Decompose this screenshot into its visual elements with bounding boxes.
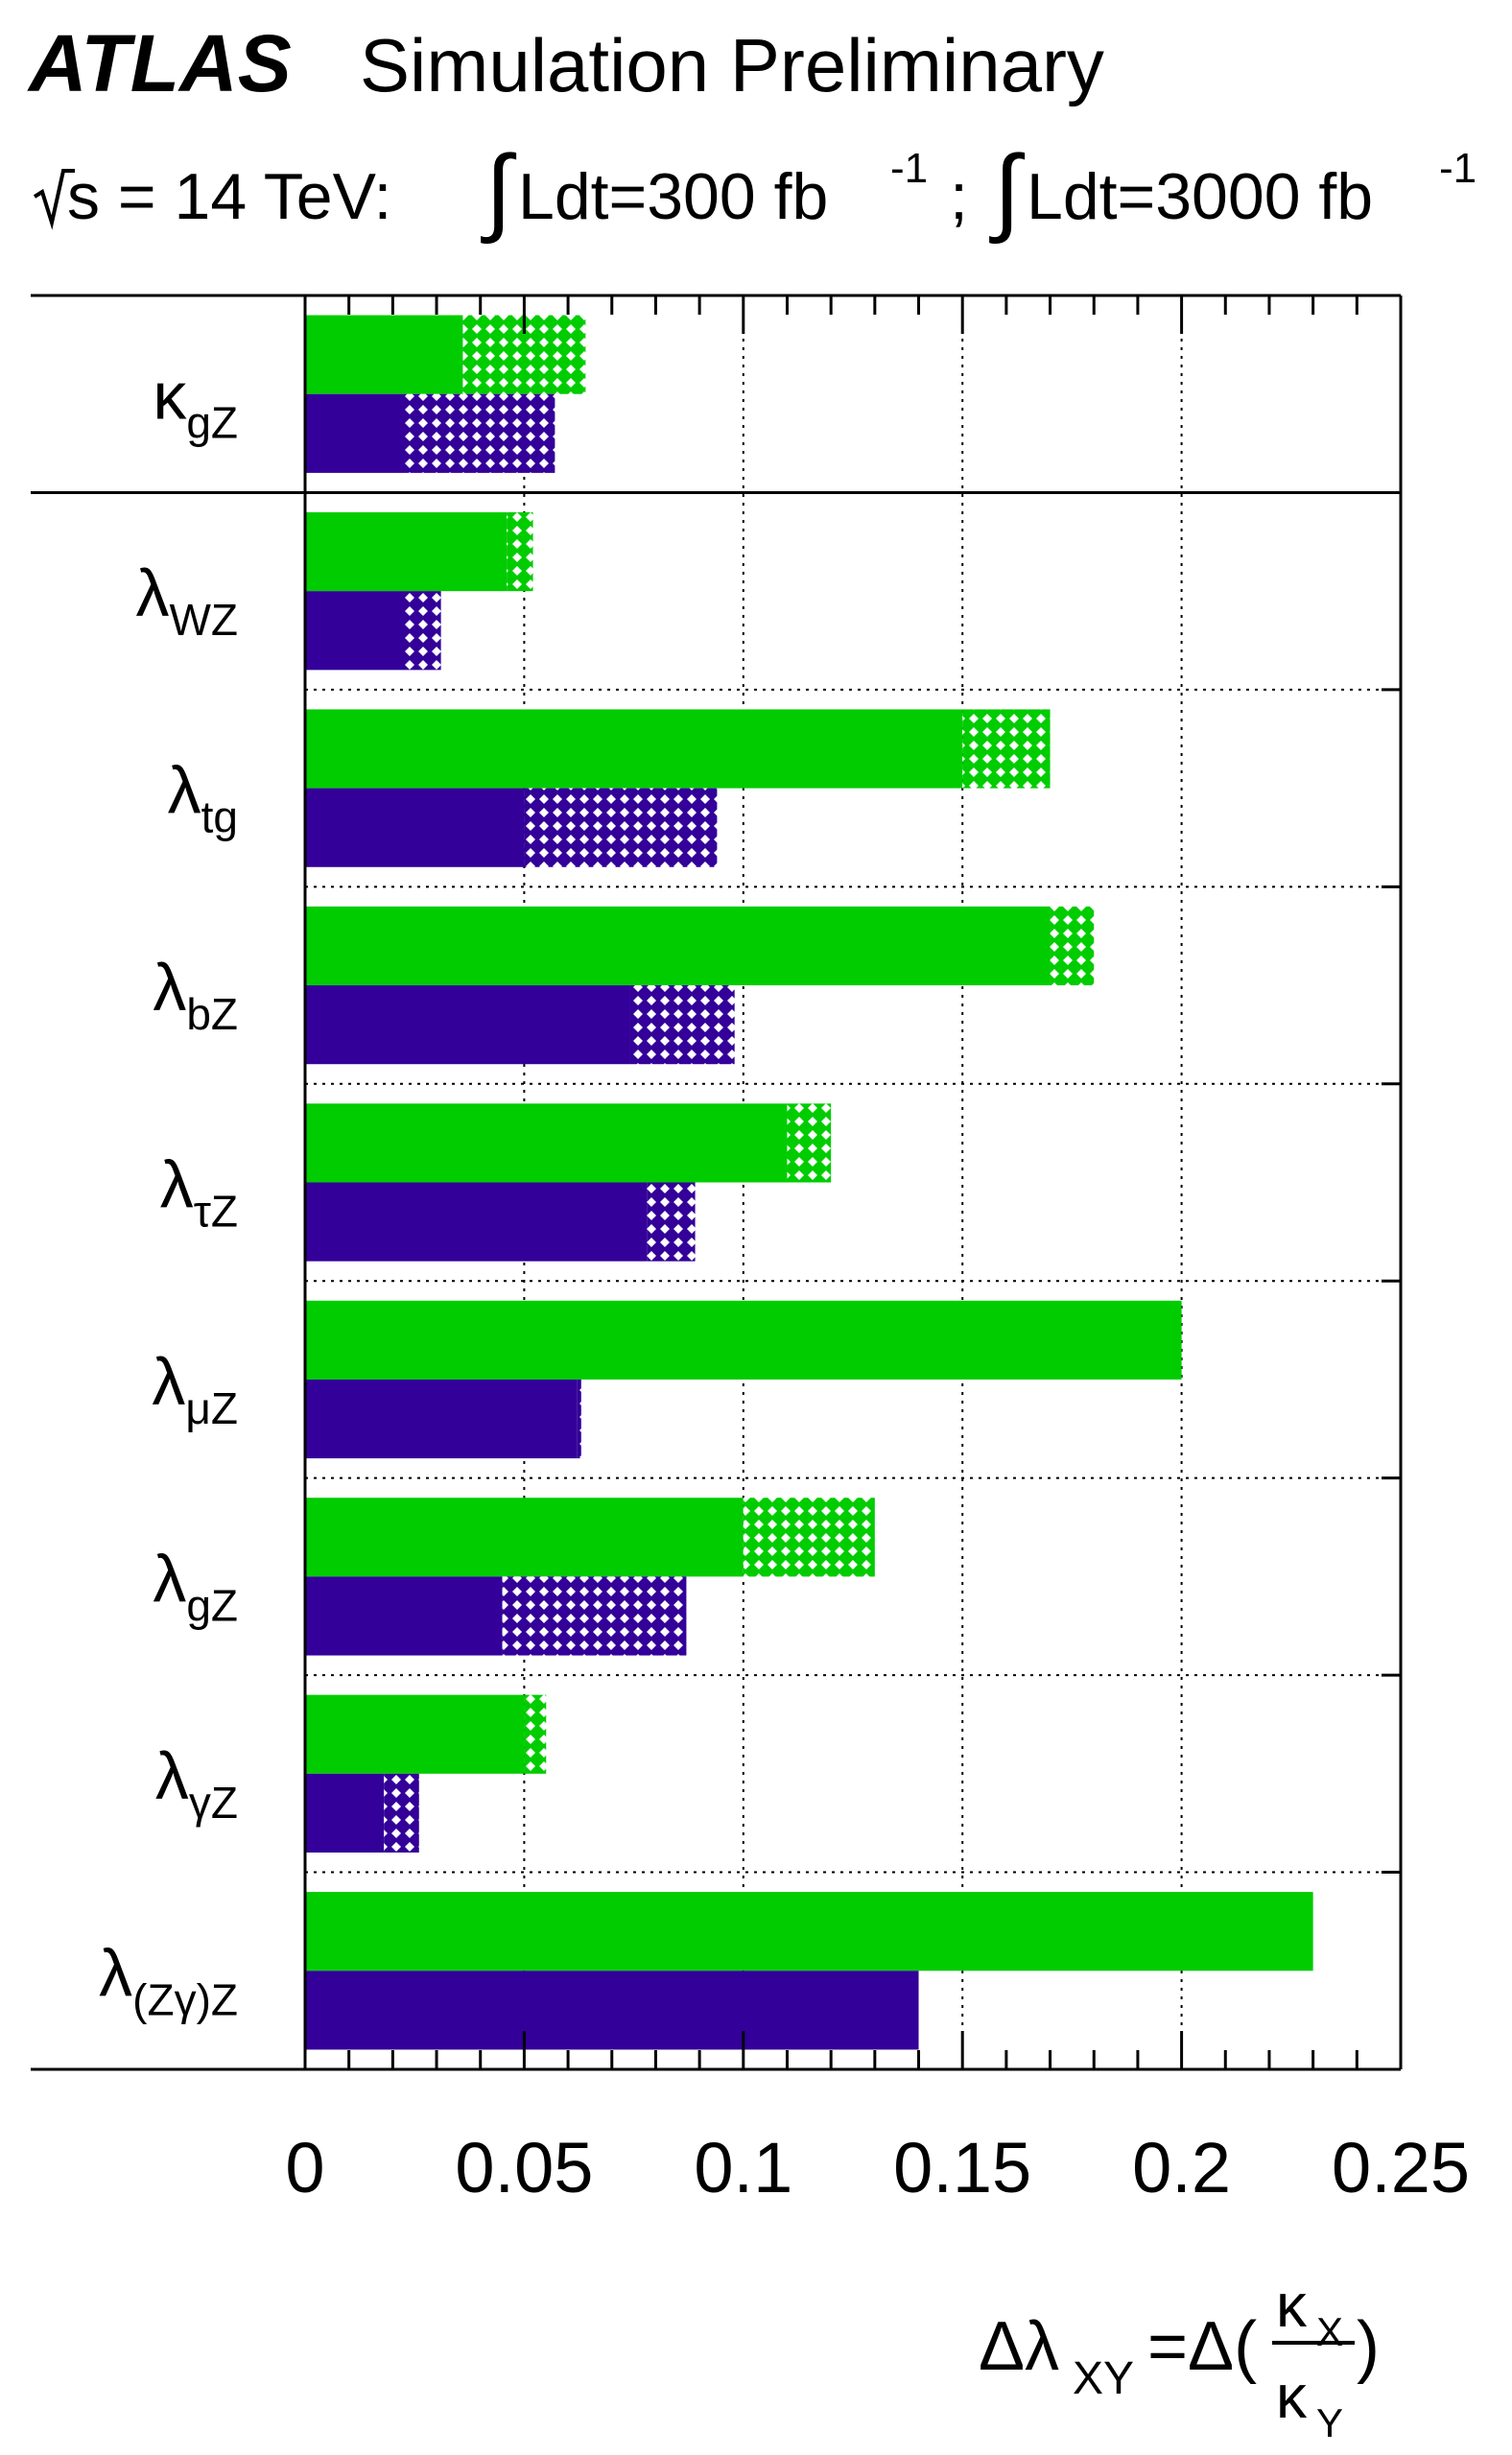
bar-300-hatched	[962, 709, 1051, 789]
svg-text:Y: Y	[1316, 2400, 1343, 2445]
svg-text:XY: XY	[1073, 2353, 1134, 2404]
bar-3000-solid	[305, 1773, 385, 1853]
x-tick-label: 0.1	[694, 2128, 792, 2207]
bar-3000-solid	[305, 1576, 503, 1656]
bar-3000-hatched	[401, 393, 555, 473]
bar-300-solid	[305, 1103, 788, 1183]
svg-text:κ: κ	[1276, 2271, 1308, 2340]
x-tick-label: 0.2	[1132, 2128, 1231, 2207]
lumi-3000-label: Ldt=3000 fb	[1027, 160, 1373, 233]
x-tick-label: 0.25	[1332, 2128, 1470, 2207]
svg-text:Δλ: Δλ	[979, 2308, 1059, 2385]
bar-300-solid	[305, 511, 508, 592]
svg-text:): )	[1357, 2308, 1380, 2385]
bar-3000-solid	[305, 985, 630, 1065]
bar-3000-hatched	[647, 1182, 696, 1262]
category-label: λtg	[168, 753, 238, 842]
bar-300-hatched	[787, 1103, 832, 1183]
integral-sign-300: ∫	[481, 136, 517, 245]
bar-300-solid	[305, 315, 463, 394]
plot-status-title: Simulation Preliminary	[360, 23, 1104, 107]
svg-text:X: X	[1316, 2309, 1343, 2354]
bar-3000-solid	[305, 591, 402, 671]
bar-3000-solid	[305, 788, 525, 867]
bar-3000-hatched	[629, 985, 735, 1065]
svg-text:κ: κ	[1276, 2362, 1308, 2431]
bar-3000-solid	[305, 1971, 919, 2050]
bar-300-hatched	[507, 511, 533, 592]
bar-3000-hatched	[401, 591, 441, 671]
bar-3000-hatched	[577, 1379, 581, 1459]
bar-3000-solid	[305, 1182, 648, 1262]
bar-300-solid	[305, 1498, 744, 1577]
x-tick-label: 0.15	[893, 2128, 1031, 2207]
svg-text:=Δ(: =Δ(	[1147, 2308, 1257, 2385]
x-tick-label: 0	[285, 2128, 324, 2207]
x-tick-label: 0.05	[455, 2128, 593, 2207]
bar-300-solid	[305, 1300, 1182, 1380]
bar-3000-solid	[305, 1379, 578, 1459]
bar-3000-solid	[305, 393, 402, 473]
bars-layer	[305, 315, 1313, 2050]
frame-layer	[31, 294, 1403, 2071]
category-label: λgZ	[153, 1541, 238, 1630]
bar-3000-hatched	[524, 788, 718, 867]
bar-300-solid	[305, 1892, 1313, 1971]
lumi-3000-exponent: -1	[1439, 145, 1477, 192]
bar-300-hatched	[1050, 906, 1095, 986]
bar-3000-hatched	[502, 1576, 687, 1656]
category-label: λγZ	[155, 1738, 238, 1828]
atlas-brand: ATLAS	[27, 18, 292, 108]
bar-300-hatched	[743, 1498, 875, 1577]
bar-300-solid	[305, 906, 1051, 986]
lumi-300-label: Ldt=300 fb	[518, 160, 828, 233]
bar-300-solid	[305, 709, 963, 789]
lumi-300-exponent: -1	[890, 145, 928, 192]
sqrt-sign	[33, 169, 75, 230]
category-label: λ(Zγ)Z	[99, 1935, 238, 2024]
category-label: λμZ	[152, 1344, 238, 1433]
bar-300-hatched	[524, 1694, 547, 1774]
category-label: λbZ	[153, 950, 238, 1039]
energy-label: s = 14 TeV:	[67, 160, 391, 233]
bar-300-solid	[305, 1694, 525, 1774]
category-label: λτZ	[160, 1147, 238, 1237]
x-axis-title: Δλ XY =Δ( κ X κ Y )	[979, 2271, 1380, 2445]
category-label: κgZ	[153, 359, 238, 448]
bar-3000-hatched	[384, 1773, 419, 1853]
lumi-separator: ;	[950, 160, 968, 233]
integral-sign-3000: ∫	[989, 136, 1026, 245]
category-label: λWZ	[135, 555, 238, 645]
x-axis-ticks: 0 0.05 0.1 0.15 0.2 0.25	[285, 295, 1470, 2207]
category-labels: κgZ λWZ λtg λbZ λτZ λμZ λgZ λγZ λ(Zγ)Z	[99, 359, 238, 2025]
